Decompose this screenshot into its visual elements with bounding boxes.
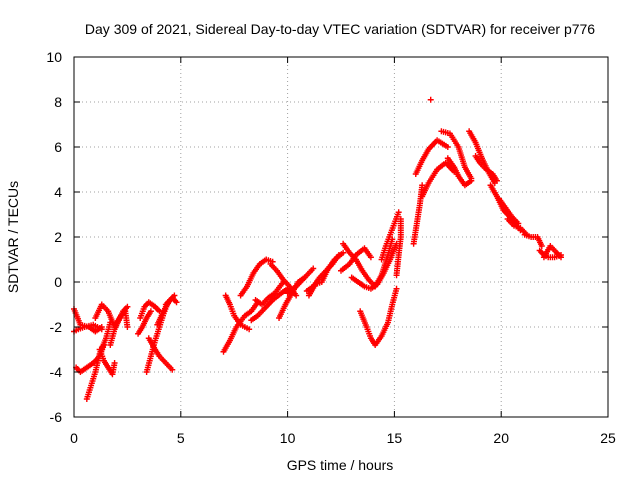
data-point <box>340 249 347 256</box>
x-tick-label: 15 <box>387 430 403 446</box>
y-tick-label: -2 <box>50 319 63 335</box>
data-point <box>367 254 374 261</box>
data-point <box>395 209 402 216</box>
grid <box>74 57 608 417</box>
data-point <box>427 96 434 103</box>
data-point <box>293 292 300 299</box>
y-tick-label: 4 <box>54 184 62 200</box>
data-point <box>444 144 451 150</box>
axis-ticks <box>73 56 609 418</box>
data-point <box>147 308 154 315</box>
data-point <box>169 366 176 373</box>
data-point <box>468 177 475 184</box>
y-tick-label: -6 <box>50 409 63 425</box>
x-tick-label: 20 <box>493 430 509 446</box>
y-tick-label: 10 <box>46 49 62 65</box>
y-tick-label: 8 <box>54 94 62 110</box>
data-point <box>393 285 400 292</box>
x-axis-label: GPS time / hours <box>287 457 394 473</box>
data-points <box>71 96 565 402</box>
data-point <box>558 254 565 261</box>
data-point <box>124 324 131 330</box>
data-point <box>246 326 253 333</box>
data-point <box>124 303 131 310</box>
x-tick-label: 25 <box>600 430 616 446</box>
x-tick-label: 5 <box>177 430 185 446</box>
chart-title: Day 309 of 2021, Sidereal Day-to-day VTE… <box>85 21 595 37</box>
data-point <box>419 182 426 189</box>
x-tick-label: 0 <box>70 430 78 446</box>
y-tick-label: 2 <box>54 229 62 245</box>
axis-tick-labels: 0 5 10 15 20 25 -6 -4 -2 0 2 4 6 8 10 <box>46 49 616 446</box>
x-tick-label: 10 <box>280 430 296 446</box>
data-point <box>111 360 118 366</box>
y-tick-label: 6 <box>54 139 62 155</box>
data-point <box>98 326 105 333</box>
data-point <box>310 265 317 272</box>
data-point <box>538 243 545 249</box>
y-axis-label: SDTVAR / TECUs <box>5 181 21 293</box>
data-point <box>493 177 500 184</box>
data-point <box>173 299 180 306</box>
y-tick-label: -4 <box>50 364 63 380</box>
y-tick-label: 0 <box>54 274 62 290</box>
data-point <box>397 216 404 222</box>
